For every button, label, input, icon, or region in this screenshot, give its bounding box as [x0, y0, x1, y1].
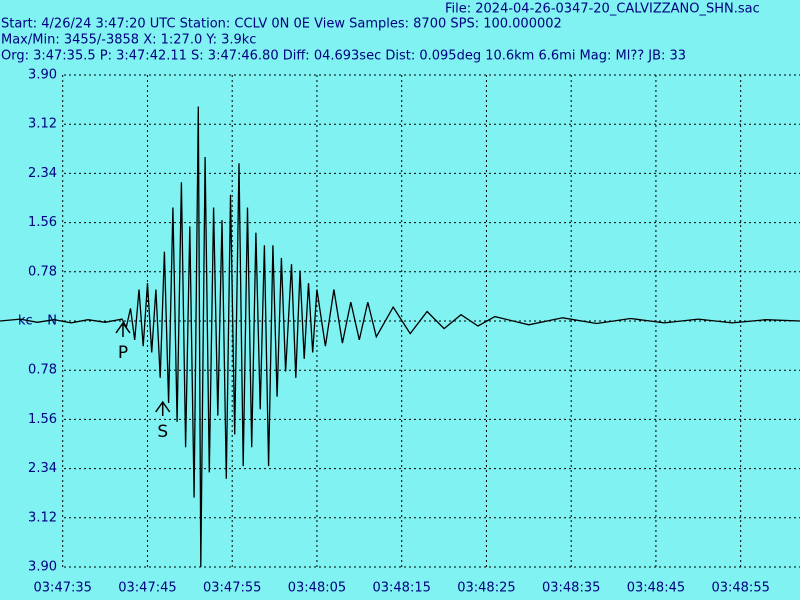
- max-min-info: Max/Min: 3455/-3858 X: 1:27.0 Y: 3.9kc: [1, 33, 256, 48]
- x-tick-label: 03:48:05: [288, 581, 346, 596]
- origin-info: Org: 3:47:35.5 P: 3:47:42.11 S: 3:47:46.…: [1, 49, 686, 64]
- waveform: [0, 106, 800, 568]
- pick-arrow: [115, 321, 131, 337]
- y-unit: kc: [18, 314, 33, 329]
- x-tick-label: 03:48:45: [627, 581, 685, 596]
- start-info: Start: 4/26/24 3:47:20 UTC Station: CCLV…: [1, 17, 562, 32]
- pick-label: S: [157, 422, 168, 442]
- x-tick-label: 03:48:25: [457, 581, 515, 596]
- x-tick-label: 03:48:35: [542, 581, 600, 596]
- y-tick-label: 3.12: [28, 117, 57, 132]
- x-tick-label: 03:48:55: [711, 581, 769, 596]
- y-tick-label: 2.34: [28, 461, 57, 476]
- y-tick-label: 3.12: [28, 510, 57, 525]
- x-tick-label: 03:47:35: [34, 581, 92, 596]
- y-tick-label: 3.90: [28, 68, 57, 83]
- y-tick-label: 1.56: [28, 412, 57, 427]
- y-tick-label: 0.78: [28, 363, 57, 378]
- pick-label: P: [118, 343, 128, 363]
- x-tick-label: 03:47:55: [203, 581, 261, 596]
- y-tick-label: N: [47, 314, 57, 329]
- y-tick-label: 0.78: [28, 264, 57, 279]
- y-tick-label: 1.56: [28, 215, 57, 230]
- y-tick-label: 3.90: [28, 560, 57, 575]
- x-tick-label: 03:47:45: [118, 581, 176, 596]
- file-name: File: 2024-04-26-0347-20_CALVIZZANO_SHN.…: [445, 2, 760, 17]
- pick-arrow: [155, 400, 171, 416]
- x-tick-label: 03:48:15: [372, 581, 430, 596]
- y-tick-label: 2.34: [28, 166, 57, 181]
